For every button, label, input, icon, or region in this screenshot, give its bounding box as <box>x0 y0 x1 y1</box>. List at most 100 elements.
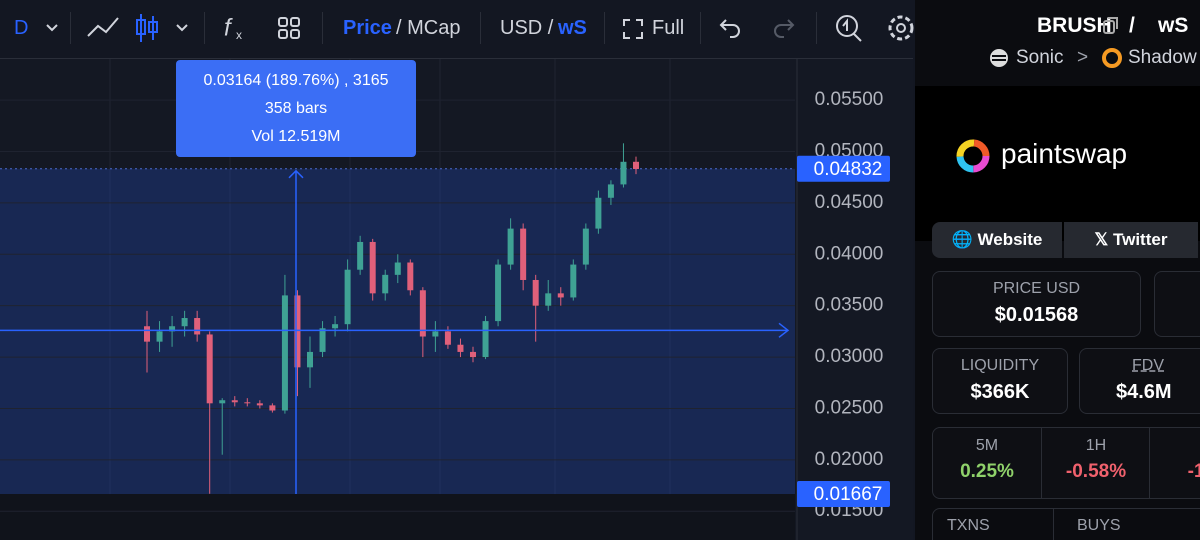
candle-body <box>470 351 476 358</box>
crosshair-arrow <box>778 322 790 338</box>
candle-body <box>482 321 489 358</box>
measure-range <box>0 168 795 495</box>
twitter-label[interactable]: Twitter <box>1112 230 1168 249</box>
undo[interactable] <box>718 16 744 40</box>
y-tick-label: 0.05500 <box>815 89 884 110</box>
fullscreen[interactable]: Full <box>652 17 685 39</box>
banner: paintswap <box>915 86 1200 241</box>
change-label: 6 <box>1150 437 1200 455</box>
chart-area: 0.01500 0.02000 0.02500 0.03000 0.03500 0.040… <box>0 0 916 540</box>
candle-body <box>532 279 539 306</box>
candle-body <box>156 331 163 342</box>
candle-body <box>545 293 552 306</box>
tooltip-text: 358 bars <box>265 100 327 117</box>
candle-body <box>357 241 364 270</box>
fdv-label: FDV <box>1132 357 1164 374</box>
change-card: 5M 0.25% 1H -0.58% 6 -1.3 <box>932 427 1200 499</box>
candle-body <box>244 402 251 404</box>
twitter-button[interactable]: 𝕏 Twitter <box>1064 222 1198 258</box>
chart: 0.015000.020000.025000.030000.035000.040… <box>0 58 890 540</box>
candle-body <box>332 324 339 329</box>
layouts[interactable] <box>277 16 303 42</box>
usd-toggle[interactable]: USD / <box>500 17 554 39</box>
fullscreen-icon[interactable] <box>622 18 644 40</box>
candle-body <box>281 295 288 411</box>
candle-body <box>307 351 313 368</box>
candle-body <box>269 405 276 411</box>
candle-body <box>507 228 514 265</box>
change-column: 6 -1.3 <box>1149 428 1200 498</box>
change-column: 1H -0.58% <box>1041 428 1150 498</box>
website-button[interactable]: 🌐 Website <box>932 222 1062 258</box>
candle-body <box>294 295 301 368</box>
fdv-value: $4.6M <box>1116 381 1172 403</box>
breadcrumb-sep: > <box>1077 47 1089 68</box>
candle-body <box>369 241 376 294</box>
dex-icon <box>1102 48 1122 68</box>
price-label: PRICE USD <box>992 280 1081 297</box>
interval[interactable]: D <box>14 17 29 39</box>
brand-name: paintswap <box>1001 138 1128 169</box>
measure-tooltip <box>176 60 416 157</box>
svg-text:x: x <box>236 28 242 42</box>
price-label: 0.04832 <box>814 159 883 180</box>
candle-body <box>633 161 639 169</box>
price-value: $0.01568 <box>994 304 1079 326</box>
change-value: -0.58% <box>1065 461 1127 482</box>
change-value: -1.3 <box>1187 461 1200 482</box>
line-tool[interactable] <box>86 16 120 40</box>
candle-body <box>231 400 238 403</box>
liquidity-label: LIQUIDITY <box>960 357 1040 374</box>
candle-body <box>595 197 602 229</box>
sonic-icon <box>990 49 1008 67</box>
candle-body <box>219 400 226 404</box>
candle-body <box>144 326 150 342</box>
brand-logo <box>956 139 990 173</box>
chevron[interactable] <box>174 22 190 34</box>
candle-body <box>394 262 401 275</box>
chevron[interactable] <box>44 22 60 34</box>
candle-body <box>407 262 414 291</box>
candle-body <box>206 334 213 404</box>
buys-label: BUYS <box>1077 517 1121 534</box>
candle-tool[interactable] <box>134 12 160 44</box>
token-panel: BRUSH / wS Sonic > Shadow paintswap 🌐 We… <box>915 0 1200 540</box>
copy-icon[interactable] <box>1103 17 1119 35</box>
y-tick-label: 0.03000 <box>815 346 884 367</box>
y-tick-label: 0.02500 <box>815 397 884 418</box>
token-symbol: BRUSH <box>1037 14 1112 37</box>
measure-arrowhead <box>288 169 304 179</box>
price-card-2 <box>1154 271 1200 337</box>
ws-toggle[interactable]: wS <box>558 17 587 39</box>
change-value: 0.25% <box>960 461 1014 482</box>
search[interactable] <box>834 12 864 44</box>
dex[interactable]: Shadow <box>1128 47 1197 68</box>
y-tick-label: 0.02000 <box>815 449 884 470</box>
liquidity-card: LIQUIDITY $366K <box>932 348 1068 414</box>
chain[interactable]: Sonic <box>1016 47 1064 68</box>
website-label[interactable]: Website <box>977 230 1043 249</box>
settings[interactable] <box>886 13 916 43</box>
redo[interactable] <box>770 16 796 40</box>
slash: / <box>1129 14 1135 37</box>
candle-body <box>607 184 614 198</box>
y-tick-label: 0.04500 <box>815 192 884 213</box>
price-card: PRICE USD $0.01568 <box>932 271 1141 337</box>
candle-body <box>419 290 426 337</box>
change-label: 1H <box>1085 437 1107 454</box>
svg-text:f: f <box>224 14 233 41</box>
candle-body <box>432 331 439 337</box>
change-label: 5M <box>975 437 999 454</box>
txns-label: TXNS <box>947 517 990 534</box>
candle-body <box>256 403 263 406</box>
mcap-toggle[interactable]: / MCap <box>396 17 461 39</box>
y-tick-label: 0.03500 <box>815 295 884 316</box>
candle-body <box>457 344 464 352</box>
candle-body <box>344 269 351 325</box>
fdv-card: FDV $4.6M <box>1079 348 1200 414</box>
price-toggle[interactable]: Price <box>343 17 392 39</box>
tooltip-text: 0.03164 (189.76%) , 3165 <box>203 72 388 89</box>
